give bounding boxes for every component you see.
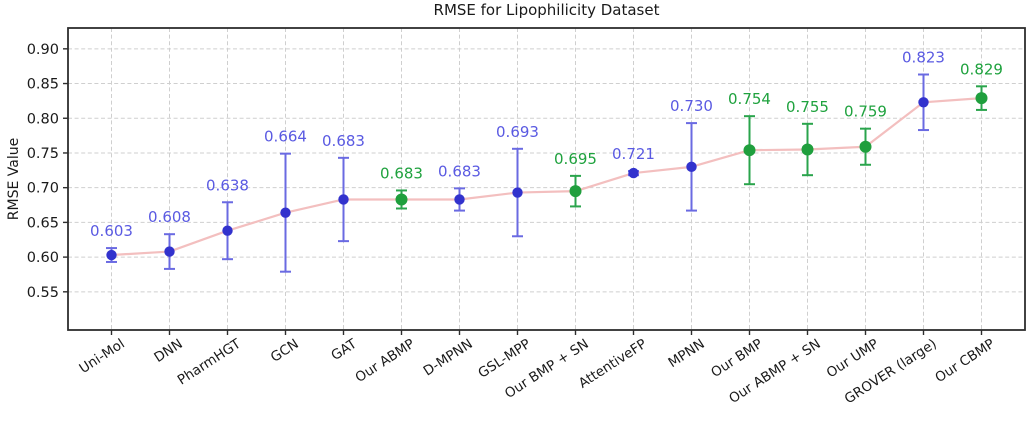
data-point-marker — [338, 194, 349, 205]
data-point-marker — [280, 207, 291, 218]
value-label: 0.829 — [960, 60, 1003, 78]
data-point-marker — [859, 140, 872, 153]
x-tick-label: MPNN — [665, 336, 707, 371]
x-tick-label: PharmHGT — [175, 336, 245, 389]
y-tick-label: 0.70 — [27, 181, 59, 197]
data-point-marker — [686, 161, 697, 173]
y-tick-label: 0.90 — [27, 42, 59, 58]
trend-line — [111, 97, 982, 257]
data-point-marker — [512, 187, 523, 198]
x-tick-label: Uni-Mol — [76, 336, 127, 377]
value-label: 0.721 — [612, 145, 655, 163]
value-label: 0.608 — [148, 208, 191, 226]
y-tick-label: 0.80 — [27, 111, 59, 127]
value-label: 0.683 — [438, 162, 481, 180]
value-label: 0.695 — [554, 150, 597, 168]
x-tick-label: GCN — [268, 336, 302, 366]
data-point-marker — [918, 97, 929, 108]
value-label: 0.759 — [844, 103, 887, 121]
value-label: 0.638 — [206, 176, 249, 194]
value-label: 0.754 — [728, 90, 771, 108]
value-label: 0.693 — [496, 123, 539, 141]
value-label: 0.683 — [380, 164, 423, 182]
y-tick-label: 0.75 — [27, 146, 59, 162]
y-tick-label: 0.85 — [27, 77, 59, 93]
x-tick-label: DNN — [151, 336, 185, 366]
plot-border — [67, 27, 1026, 331]
data-point-marker — [106, 249, 117, 261]
chart-title: RMSE for Lipophilicity Dataset — [433, 1, 660, 19]
x-tick-label: D-MPNN — [421, 336, 476, 380]
data-point-marker — [569, 185, 582, 198]
x-tick-label: Our CBMP — [932, 336, 997, 386]
value-label: 0.823 — [902, 49, 945, 67]
data-point-marker — [222, 225, 233, 236]
data-point-marker — [743, 144, 756, 157]
y-tick-label: 0.55 — [27, 285, 59, 301]
data-point-marker — [395, 193, 408, 206]
data-point-marker — [454, 194, 465, 205]
value-label: 0.664 — [264, 128, 307, 146]
data-point-marker — [164, 246, 175, 257]
value-label: 0.683 — [322, 132, 365, 150]
data-point-marker — [628, 167, 639, 179]
y-tick-label: 0.60 — [27, 250, 59, 266]
y-tick-label: 0.65 — [27, 215, 59, 231]
value-label: 0.755 — [786, 98, 829, 116]
x-tick-label: GAT — [328, 336, 360, 364]
value-label: 0.730 — [670, 97, 713, 115]
data-point-marker — [975, 92, 988, 105]
value-label: 0.603 — [90, 222, 133, 240]
data-point-marker — [801, 143, 814, 156]
x-tick-label: Our ABMP — [353, 336, 418, 386]
